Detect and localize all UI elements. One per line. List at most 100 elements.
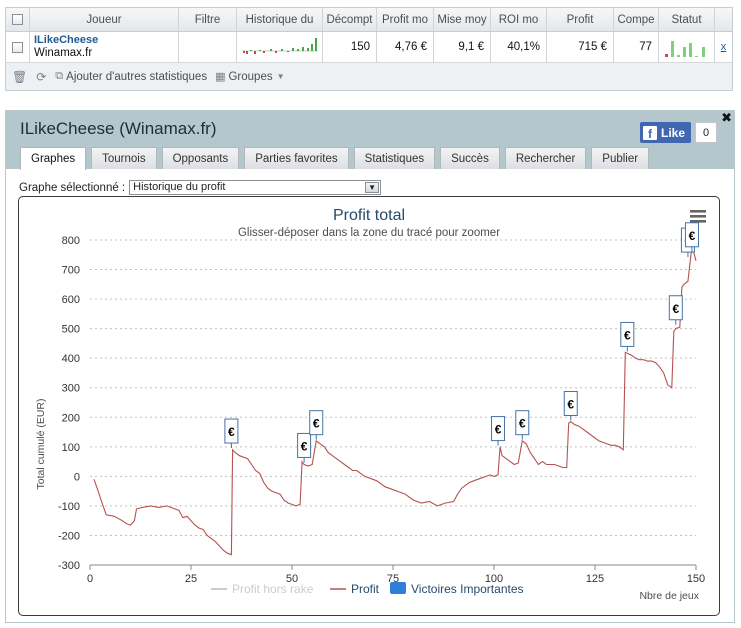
legend-label: Victoires Importantes	[411, 582, 524, 596]
victoire-flag[interactable]: €	[515, 410, 530, 440]
flag-box	[309, 410, 324, 436]
history-sparkline	[237, 32, 323, 62]
victoire-flag[interactable]: €	[224, 418, 239, 449]
chart-container: Profit total Glisser-déposer dans la zon…	[18, 196, 720, 616]
victoire-flag[interactable]: €	[309, 410, 324, 440]
legend-item-profit[interactable]: Profit	[330, 582, 380, 596]
tab-rechercher[interactable]: Rechercher	[504, 147, 587, 169]
graph-select-row: Graphe sélectionné : Historique du profi…	[19, 180, 382, 195]
filter-cell[interactable]	[179, 32, 237, 62]
remove-row-link[interactable]: x	[720, 41, 727, 53]
y-axis-ticks: -300 -200 -100 0 100 200 300 400 500 600 700 800	[58, 235, 80, 572]
tab-statistiques[interactable]: Statistiques	[353, 147, 436, 169]
y-tick-label: -300	[58, 560, 80, 572]
tab-tournois[interactable]: Tournois	[91, 147, 157, 169]
groups-icon: ▦	[215, 71, 226, 83]
header-statut[interactable]: Statut	[659, 8, 715, 31]
flag-box	[515, 410, 530, 436]
chart-grid	[90, 239, 696, 566]
x-tick-label: 150	[687, 573, 705, 585]
x-tick-label: 50	[286, 573, 298, 585]
flag-box	[620, 321, 635, 347]
euro-icon: €	[624, 328, 631, 342]
chart-title: Profit total	[333, 207, 405, 224]
tab-opposants[interactable]: Opposants	[161, 147, 240, 169]
victoires-flags: €€€€€€€€€€	[224, 222, 699, 463]
header-profit[interactable]: Profit	[547, 8, 614, 31]
header-empty	[715, 8, 732, 31]
y-tick-label: -100	[58, 501, 80, 513]
victoire-flag[interactable]: €	[620, 321, 635, 352]
profit-cell: 715 €	[547, 32, 614, 62]
victoire-flag[interactable]: €	[668, 295, 683, 325]
like-count: 0	[695, 122, 717, 143]
graph-select[interactable]: Historique du profit ▼	[129, 180, 382, 195]
compe-cell: 77	[614, 32, 659, 62]
flag-box	[684, 222, 699, 248]
close-panel-icon[interactable]: ✖	[721, 110, 732, 125]
x-axis-label: Nbre de jeux	[639, 590, 699, 602]
header-decompte[interactable]: Décompt	[323, 8, 377, 31]
y-axis-label: Total cumulé (EUR)	[35, 398, 47, 489]
euro-icon: €	[495, 423, 502, 437]
status-chart	[664, 41, 705, 57]
panel-title: ILikeCheese (Winamax.fr)	[20, 119, 217, 138]
victoire-flag[interactable]: €	[563, 390, 578, 421]
select-all-checkbox[interactable]	[6, 8, 30, 31]
mise-moyenne-cell: 9,1 €	[434, 32, 491, 62]
facebook-like-button[interactable]: f Like	[640, 122, 691, 143]
chevron-down-icon[interactable]: ▼	[365, 182, 380, 193]
victoire-flag[interactable]: €	[684, 222, 699, 252]
roi-moyen-cell: 40,1%	[491, 32, 547, 62]
euro-icon: €	[519, 417, 526, 431]
y-tick-label: -200	[58, 530, 80, 542]
like-label: Like	[661, 125, 686, 140]
header-profit-moyen[interactable]: Profit mo	[377, 8, 434, 31]
add-stats-button[interactable]: ⧉ Ajouter d'autres statistiques	[55, 70, 207, 83]
euro-icon: €	[672, 302, 679, 316]
x-tick-label: 0	[87, 573, 93, 585]
y-tick-label: 200	[62, 412, 80, 424]
tab-succes[interactable]: Succès	[440, 147, 500, 169]
player-name-link[interactable]: ILikeCheese	[34, 34, 99, 46]
tab-parties-favorites[interactable]: Parties favorites	[244, 147, 349, 169]
euro-icon: €	[301, 439, 308, 453]
remove-row-button[interactable]: x	[715, 32, 732, 62]
flag-box	[224, 418, 239, 444]
header-filtre[interactable]: Filtre	[179, 8, 237, 31]
y-tick-label: 100	[62, 442, 80, 454]
header-compe[interactable]: Compe	[614, 8, 659, 31]
row-checkbox[interactable]	[6, 32, 30, 62]
profit-line[interactable]	[93, 245, 697, 556]
legend-item-victoires[interactable]: Victoires Importantes	[390, 582, 524, 596]
victoire-flag[interactable]: €	[491, 416, 506, 446]
player-cell: ILikeCheese Winamax.fr	[30, 32, 179, 62]
euro-icon: €	[689, 229, 696, 243]
stats-table: Joueur Filtre Historique du Décompt Prof…	[5, 7, 733, 91]
profit-chart[interactable]: Profit total Glisser-déposer dans la zon…	[19, 197, 719, 615]
flag-box	[668, 295, 683, 321]
profit-moyen-cell: 4,76 €	[377, 32, 434, 62]
trash-icon[interactable]: 🗑	[12, 69, 28, 84]
add-stats-label: Ajouter d'autres statistiques	[66, 70, 208, 83]
header-mise-moyenne[interactable]: Mise moy	[434, 8, 491, 31]
header-roi-moyen[interactable]: ROI mo	[491, 8, 547, 31]
refresh-icon[interactable]: ⟳	[36, 69, 47, 84]
y-tick-label: 700	[62, 265, 80, 277]
chart-legend: Profit hors rake Profit Victoires Importan…	[211, 582, 524, 596]
euro-icon: €	[567, 397, 574, 411]
chart-menu-icon[interactable]	[690, 210, 706, 223]
y-tick-label: 500	[62, 324, 80, 336]
header-joueur[interactable]: Joueur	[30, 8, 179, 31]
legend-item-profit-hors-rake[interactable]: Profit hors rake	[211, 582, 314, 596]
chart-subtitle: Glisser-déposer dans la zone du tracé po…	[238, 227, 500, 239]
y-tick-label: 300	[62, 383, 80, 395]
tab-graphes[interactable]: Graphes	[20, 147, 87, 170]
profit-series	[93, 245, 697, 556]
tab-publier[interactable]: Publier	[591, 147, 650, 169]
victoire-flag[interactable]: €	[297, 432, 312, 463]
groups-label: Groupes	[228, 70, 273, 83]
graph-select-label: Graphe sélectionné :	[19, 181, 126, 194]
header-historique[interactable]: Historique du	[237, 8, 323, 31]
groups-dropdown[interactable]: ▦ Groupes ▼	[215, 70, 287, 84]
